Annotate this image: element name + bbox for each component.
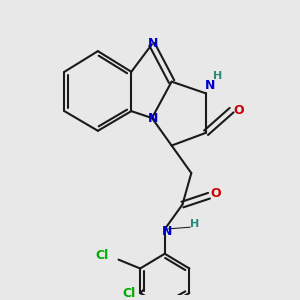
Text: Cl: Cl: [95, 249, 109, 262]
Text: N: N: [205, 79, 215, 92]
Text: N: N: [161, 225, 172, 238]
Text: O: O: [211, 187, 221, 200]
Text: N: N: [148, 112, 158, 125]
Text: N: N: [148, 37, 158, 50]
Text: Cl: Cl: [122, 286, 135, 300]
Text: H: H: [190, 219, 199, 229]
Text: H: H: [213, 71, 223, 81]
Text: O: O: [233, 103, 244, 117]
